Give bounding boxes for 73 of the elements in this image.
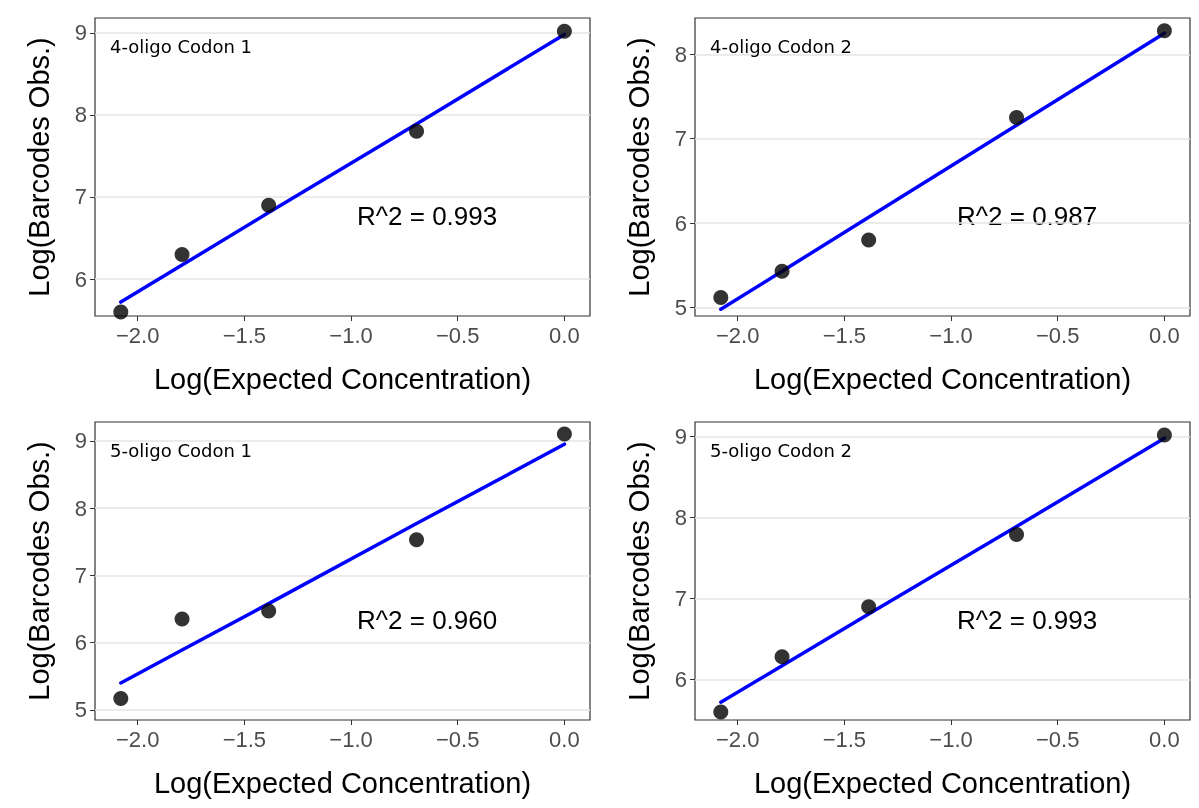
x-tick-label: −1.0 [928,322,973,348]
x-tick-label: 0.0 [549,322,580,348]
x-axis-title: Log(Expected Concentration) [153,766,532,799]
point [113,690,129,706]
point [712,704,728,720]
point [113,304,129,320]
y-axis-title: Log(Barcodes Obs.) [22,37,55,297]
x-axis-title: Log(Expected Concentration) [753,766,1131,799]
x-tick-label: −0.5 [1035,726,1079,752]
point [174,246,190,262]
text: 5-oligo Codon 2 [709,439,852,461]
y-tick-label: 7 [674,586,687,612]
y-tick-label: 6 [74,630,87,656]
point [556,23,572,39]
point [409,532,425,548]
y-tick-label: 5 [74,697,87,723]
y-tick-label: 7 [74,562,87,588]
y-tick-label: 8 [674,41,687,67]
point [1156,427,1172,443]
annotation: R^2 = 0.987 [956,200,1097,231]
text: 5-oligo Codon 1 [110,439,253,461]
y-axis-title: Log(Barcodes Obs.) [622,37,654,297]
x-tick-label: −1.5 [822,322,866,348]
x-tick-label: −1.5 [222,322,267,348]
y-tick-label: 7 [74,184,87,210]
point [174,611,190,627]
text: 4-oligo Codon 1 [110,35,253,57]
point [261,603,277,619]
x-tick-label: −0.5 [436,322,480,348]
x-tick-label: −1.5 [822,726,866,752]
point [712,289,728,305]
y-tick-label: 8 [674,505,687,531]
annotation: R^2 = 0.993 [956,604,1097,635]
x-axis-title: Log(Expected Concentration) [153,362,532,395]
point [860,232,876,248]
x-tick-label: 0.0 [1148,726,1180,752]
annotation: R^2 = 0.960 [357,604,498,635]
x-tick-label: −0.5 [1035,322,1079,348]
y-axis-title: Log(Barcodes Obs.) [622,441,654,701]
point [1008,527,1024,543]
point [556,426,572,442]
x-tick-label: −2.0 [115,726,160,752]
x-tick-label: 0.0 [1148,322,1180,348]
annotation: R^2 = 0.993 [357,200,498,231]
y-tick-label: 5 [674,295,687,321]
y-tick-label: 8 [74,495,87,521]
point [261,197,277,213]
x-tick-label: −2.0 [715,322,759,348]
x-tick-label: −2.0 [115,322,160,348]
y-tick-label: 9 [74,20,87,46]
y-tick-label: 7 [674,126,687,152]
y-tick-label: 6 [674,210,687,236]
y-axis-title: Log(Barcodes Obs.) [22,441,55,701]
x-tick-label: −1.5 [222,726,267,752]
point [860,599,876,615]
x-tick-label: −1.0 [329,322,373,348]
x-tick-label: 0.0 [549,726,580,752]
x-tick-label: −2.0 [715,726,759,752]
y-tick-label: 9 [74,428,87,454]
x-tick-label: −0.5 [436,726,480,752]
x-tick-label: −1.0 [928,726,973,752]
point [774,649,790,665]
point [1008,110,1024,126]
x-axis-title: Log(Expected Concentration) [753,362,1131,395]
y-tick-label: 9 [674,424,687,450]
y-tick-label: 6 [674,667,687,693]
point [409,123,425,139]
text: 4-oligo Codon 2 [709,35,852,57]
y-tick-label: 8 [74,102,87,128]
point [1156,23,1172,39]
x-tick-label: −1.0 [329,726,373,752]
y-tick-label: 6 [74,266,87,292]
point [774,263,790,279]
